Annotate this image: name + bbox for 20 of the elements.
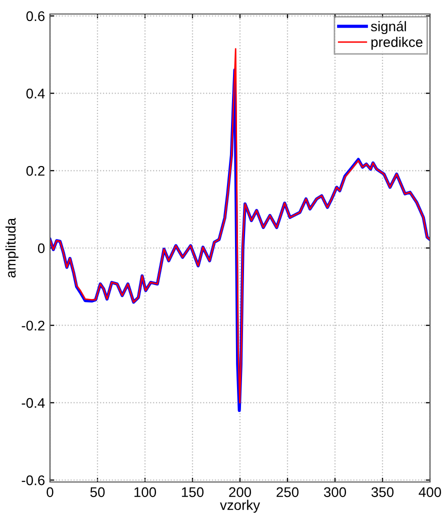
- x-tick-label: 250: [276, 487, 299, 498]
- x-tick-label: 350: [371, 487, 394, 498]
- y-tick-label: 0.6: [26, 11, 45, 22]
- y-axis-title: amplituda: [5, 218, 18, 278]
- x-tick-label: 200: [229, 487, 252, 498]
- x-tick-label: 150: [182, 487, 204, 498]
- x-tick-label: 100: [134, 487, 156, 498]
- legend-label: signál: [370, 20, 406, 34]
- y-tick-label: -0.6: [22, 475, 45, 486]
- y-tick-label: -0.2: [22, 320, 44, 331]
- x-tick-label: 50: [90, 487, 105, 498]
- x-tick-label: 0: [46, 487, 54, 498]
- legend-label: predikce: [371, 36, 422, 50]
- y-tick-label: 0.2: [26, 166, 44, 176]
- y-tick-label: -0.4: [22, 398, 45, 408]
- y-tick-label: 0: [38, 243, 45, 254]
- x-tick-label: 400: [418, 487, 442, 498]
- x-axis-title: vzorky: [220, 500, 260, 513]
- y-tick-label: 0.4: [26, 88, 45, 98]
- x-tick-label: 300: [324, 487, 346, 498]
